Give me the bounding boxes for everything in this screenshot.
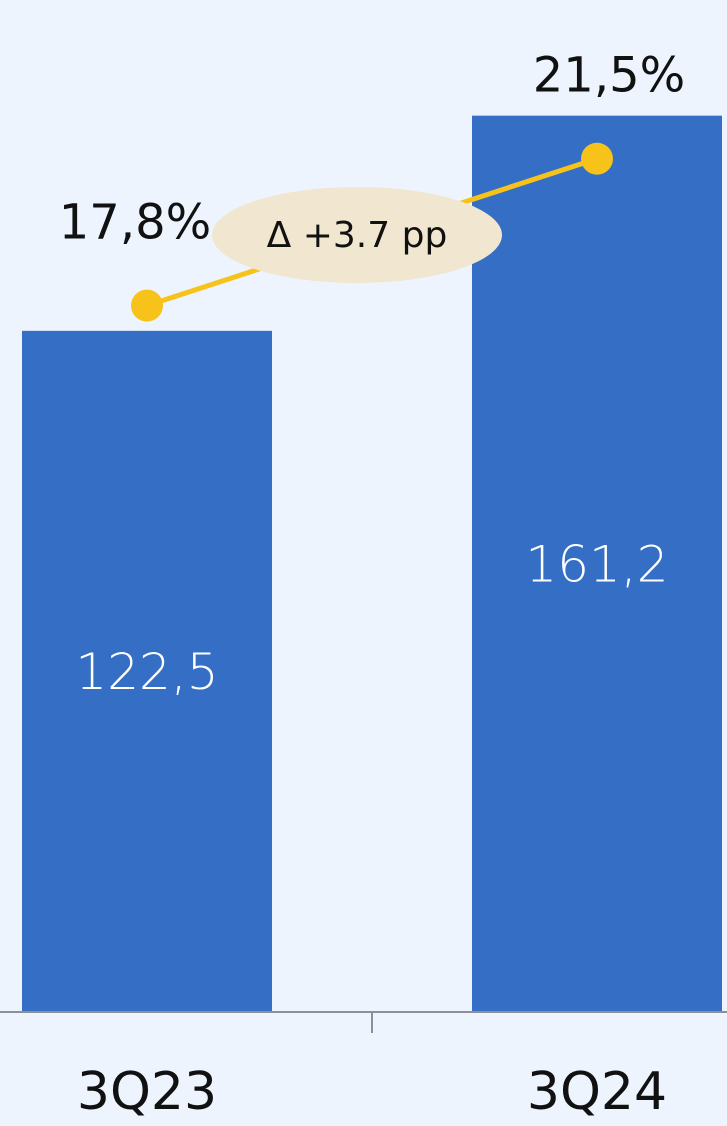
bar-value-label: 122,5 [75,643,218,701]
x-tick-label: 3Q23 [77,1062,217,1122]
annotation-bubble [212,187,502,283]
x-tick-label: 3Q24 [527,1062,667,1122]
annotation: Δ +3.7 pp [267,215,448,256]
line-point [581,142,613,175]
line-point [131,289,163,322]
line-value-label: 21,5% [533,48,685,104]
bar [22,330,272,1012]
line-value-label: 17,8% [59,195,211,251]
bar-value-label: 161,2 [525,535,668,593]
bar [472,115,722,1012]
bar-layer: 122,5 161,2 [22,115,722,1012]
